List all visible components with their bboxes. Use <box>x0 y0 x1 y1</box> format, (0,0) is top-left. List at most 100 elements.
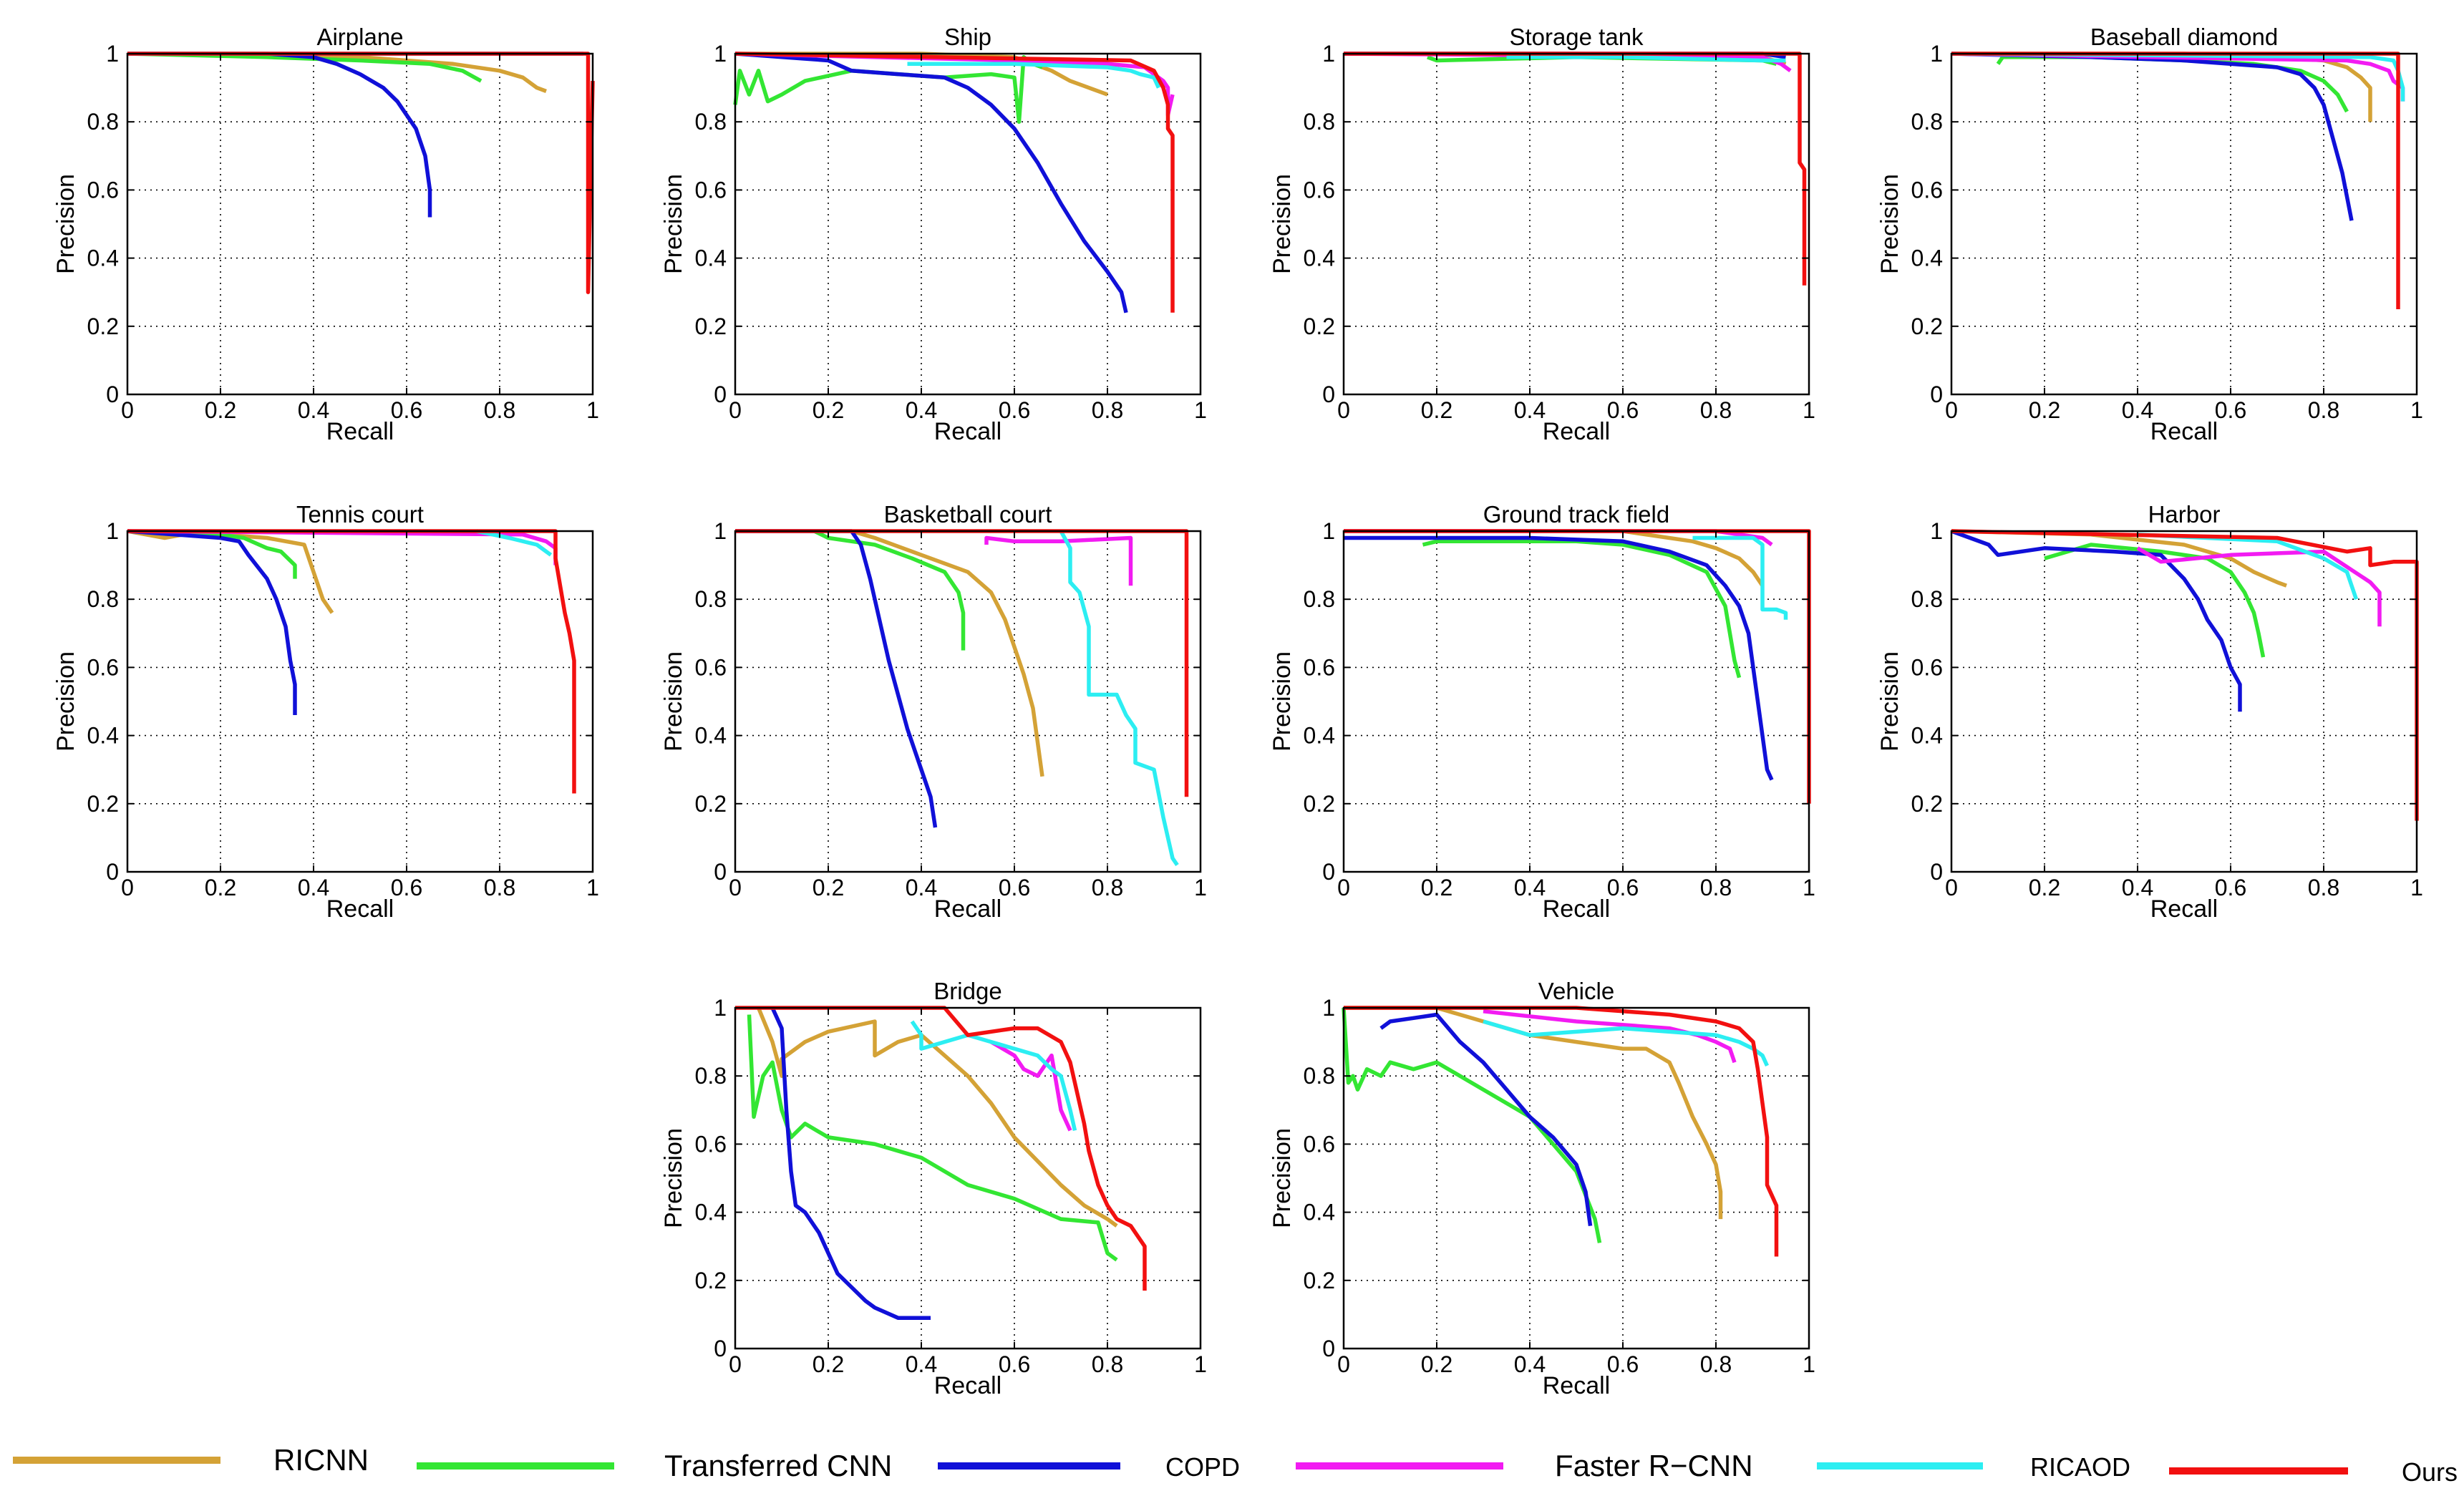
x-tick-label: 0.4 <box>906 1351 937 1377</box>
y-tick-label: 0 <box>714 1336 727 1361</box>
x-tick-label: 1 <box>1194 397 1207 423</box>
series-line-ricaod <box>1483 1019 1770 1067</box>
x-tick-label: 1 <box>586 397 599 423</box>
x-tick-label: 0.6 <box>999 875 1030 900</box>
axes-box <box>1950 530 2418 873</box>
x-tick-label: 0.2 <box>813 875 844 900</box>
series-line-ricaod <box>910 1020 1077 1132</box>
x-tick-label: 1 <box>1194 875 1207 900</box>
x-tick-label: 0.2 <box>1421 397 1452 423</box>
series-line-copd <box>1379 1012 1593 1226</box>
x-tick-label: 0.4 <box>906 875 937 900</box>
series-line-ours <box>127 529 576 794</box>
y-tick-label: 0 <box>714 859 727 885</box>
x-tick-label: 0.2 <box>2029 397 2060 423</box>
plot-vehicle: 0 0.2 0.4 0.6 0.8 1 0 0.2 0.4 0.6 0.8 1 Vehicle Recal… <box>1269 978 1815 1399</box>
x-axis-label: Recall <box>934 418 1001 445</box>
y-tick-label: 1 <box>714 518 727 544</box>
y-tick-label: 0.6 <box>87 654 119 680</box>
y-tick-label: 0.4 <box>695 246 727 271</box>
y-axis-label: Precision <box>1876 651 1903 752</box>
y-tick-label: 0 <box>1930 859 1943 885</box>
x-tick-label: 0.8 <box>2308 397 2339 423</box>
x-tick-label: 0.4 <box>906 397 937 423</box>
x-tick-label: 1 <box>1803 1351 1815 1377</box>
x-tick-label: 0.6 <box>2215 875 2246 900</box>
y-tick-label: 1 <box>714 995 727 1021</box>
series-line-ricaod <box>475 529 553 557</box>
x-tick-label: 0 <box>1337 1351 1350 1377</box>
plot-title: Ground track field <box>1483 501 1669 528</box>
x-axis-label: Recall <box>2150 895 2218 923</box>
x-tick-label: 0 <box>1945 397 1958 423</box>
y-tick-label: 0.4 <box>87 723 119 749</box>
y-tick-label: 0.6 <box>695 1131 727 1157</box>
x-tick-label: 0.8 <box>1092 397 1123 423</box>
x-tick-label: 0.4 <box>2122 397 2153 423</box>
y-tick-label: 0.2 <box>695 791 727 817</box>
plot-area <box>735 54 1201 394</box>
x-axis-label: Recall <box>2150 418 2218 445</box>
y-tick-label: 0.2 <box>695 314 727 339</box>
y-tick-label: 0.6 <box>1304 177 1335 203</box>
legend-item-ricnn: RICNN <box>13 1443 369 1477</box>
plot-area <box>1344 1008 1809 1349</box>
x-tick-label: 0.8 <box>1092 1351 1123 1377</box>
plot-area <box>1951 531 2417 872</box>
x-tick-label: 0.8 <box>1700 1351 1732 1377</box>
plot-ship: 0 0.2 0.4 0.6 0.8 1 0 0.2 0.4 0.6 0.8 1 Ship Recall Pr… <box>660 24 1207 445</box>
legend-item-faster-r-cnn: Faster R−CNN <box>1296 1449 1753 1482</box>
series-line-faster-r-cnn <box>990 1040 1072 1132</box>
axes-box <box>734 52 1202 396</box>
x-tick-label: 0.2 <box>205 397 236 423</box>
y-tick-label: 0.6 <box>1911 177 1943 203</box>
plot-ground-track-field: 0 0.2 0.4 0.6 0.8 1 0 0.2 0.4 0.6 0.8 1 Ground track… <box>1269 501 1815 923</box>
y-tick-label: 0 <box>1322 382 1335 407</box>
plot-title: Tennis court <box>296 501 424 528</box>
series-line-transferred-cnn <box>747 1014 1118 1262</box>
y-axis-label: Precision <box>1269 174 1296 274</box>
x-tick-label: 0.6 <box>1607 397 1639 423</box>
x-tick-label: 0.6 <box>2215 397 2246 423</box>
y-tick-label: 1 <box>1930 41 1943 67</box>
series-line-ricnn <box>127 529 334 614</box>
x-axis-label: Recall <box>1543 418 1610 445</box>
x-tick-label: 1 <box>1803 397 1815 423</box>
series-line-transferred-cnn <box>2044 543 2266 658</box>
y-tick-label: 1 <box>106 518 119 544</box>
x-tick-label: 0.6 <box>391 875 422 900</box>
y-tick-label: 0.8 <box>1911 109 1943 135</box>
series-line-ricaod <box>1059 530 1179 867</box>
plot-area <box>127 54 593 394</box>
axes-box <box>126 530 594 873</box>
axes-box <box>126 52 594 396</box>
plot-tennis-court: 0 0.2 0.4 0.6 0.8 1 0 0.2 0.4 0.6 0.8 1 Tennis court… <box>52 501 599 923</box>
x-tick-label: 1 <box>1194 1351 1207 1377</box>
x-tick-label: 0 <box>121 397 134 423</box>
x-tick-label: 0 <box>729 397 742 423</box>
y-tick-label: 0.8 <box>695 586 727 612</box>
x-tick-label: 0.8 <box>484 397 515 423</box>
x-tick-label: 0.2 <box>813 1351 844 1377</box>
series-line-transferred-cnn <box>1422 539 1742 679</box>
y-tick-label: 0.6 <box>87 177 119 203</box>
x-axis-label: Recall <box>934 895 1001 923</box>
y-tick-label: 0.4 <box>1911 723 1943 749</box>
y-tick-label: 0.4 <box>1304 1200 1335 1225</box>
axes-box <box>1950 52 2418 396</box>
series-line-copd <box>734 52 1128 314</box>
legend-label-transferred-cnn: Transferred CNN <box>664 1449 892 1482</box>
legend-item-ricaod: RICAOD <box>1817 1452 2130 1482</box>
y-tick-label: 0.8 <box>87 109 119 135</box>
plot-area <box>1344 54 1809 394</box>
x-tick-label: 0.4 <box>1514 397 1546 423</box>
x-tick-label: 0.8 <box>1700 875 1732 900</box>
y-tick-label: 0.4 <box>695 1200 727 1225</box>
x-tick-label: 0 <box>1945 875 1958 900</box>
legend-label-copd: COPD <box>1165 1452 1240 1482</box>
y-tick-label: 0.8 <box>87 586 119 612</box>
series-line-ricaod <box>1692 535 1788 620</box>
y-tick-label: 0.6 <box>1911 654 1943 680</box>
y-tick-label: 0.2 <box>87 314 119 339</box>
x-tick-label: 0 <box>121 875 134 900</box>
